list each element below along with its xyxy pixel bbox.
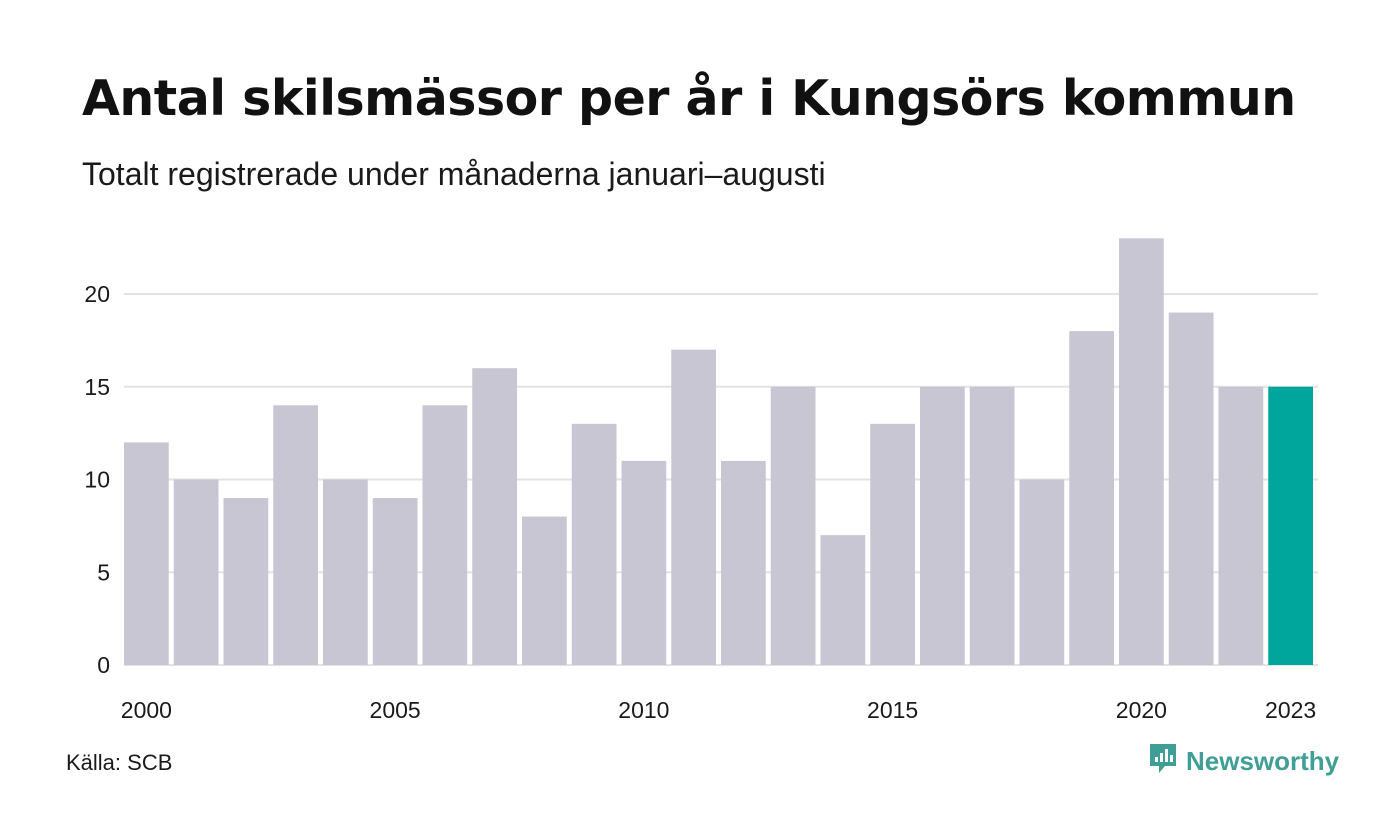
bar-2023 [1268, 386, 1313, 665]
bar-2005 [372, 498, 418, 665]
bar-2013 [770, 386, 816, 665]
bar-2019 [1069, 331, 1114, 665]
y-tick-label: 0 [97, 652, 110, 678]
y-tick-label: 10 [84, 467, 110, 493]
bar-2007 [472, 368, 517, 665]
x-tick-label: 2005 [370, 697, 421, 723]
chart-subtitle: Totalt registrerade under månaderna janu… [82, 156, 826, 192]
brand-name: Newsworthy [1186, 746, 1340, 776]
bar-2003 [273, 405, 318, 665]
bar-2000 [124, 442, 169, 665]
bar-2008 [522, 516, 567, 665]
bar-2006 [422, 405, 468, 665]
bar-2009 [571, 423, 617, 665]
bar-2018 [1019, 479, 1065, 665]
x-tick-label: 2023 [1265, 697, 1316, 723]
brand-logo: Newsworthy [1148, 742, 1339, 781]
newsworthy-logo-icon [1148, 742, 1178, 781]
bar-2017 [969, 386, 1015, 665]
bar-2001 [173, 479, 219, 665]
bar-2021 [1168, 312, 1214, 665]
bar-2011 [671, 349, 716, 665]
bar-2014 [820, 535, 866, 665]
y-axis-ticks: 0 5 10 15 20 [84, 281, 110, 678]
chart-title: Antal skilsmässor per år i Kungsörs komm… [82, 70, 1296, 127]
x-axis-ticks: 2000 2005 2010 2015 2020 2023 [121, 697, 1316, 723]
y-tick-label: 15 [84, 374, 110, 400]
source-note: Källa: SCB [66, 750, 173, 775]
bars [124, 238, 1313, 665]
bar-2016 [920, 386, 965, 665]
bar-2015 [870, 423, 915, 665]
bar-2020 [1119, 238, 1164, 665]
bar-2022 [1218, 386, 1264, 665]
y-tick-label: 20 [84, 281, 110, 307]
bar-2004 [323, 479, 368, 665]
x-tick-label: 2020 [1116, 697, 1167, 723]
x-tick-label: 2000 [121, 697, 172, 723]
x-tick-label: 2010 [618, 697, 669, 723]
y-tick-label: 5 [97, 559, 110, 585]
bar-2010 [621, 460, 667, 665]
bar-2002 [223, 498, 269, 665]
x-tick-label: 2015 [867, 697, 918, 723]
bar-2012 [721, 460, 766, 665]
